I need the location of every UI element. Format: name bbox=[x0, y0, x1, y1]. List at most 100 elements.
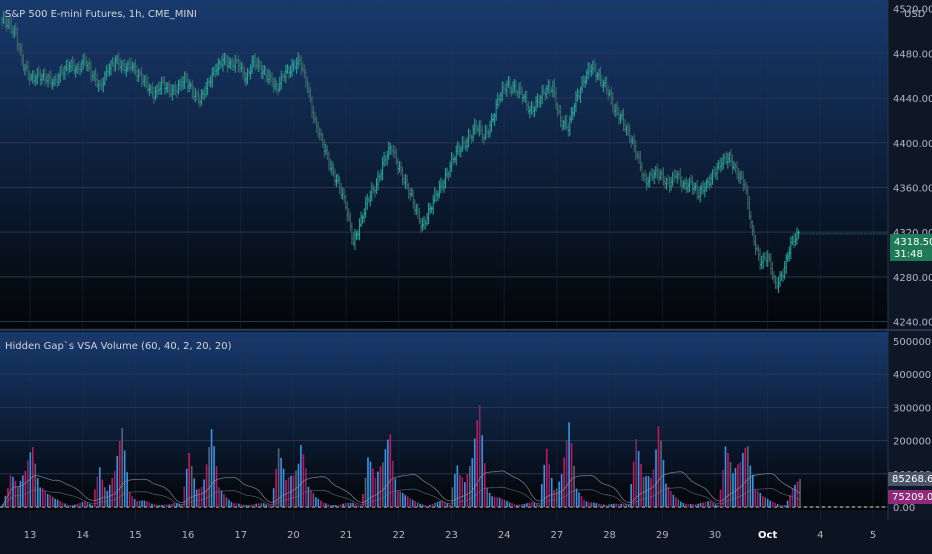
volume-bar bbox=[632, 461, 635, 507]
volume-bar bbox=[513, 504, 516, 507]
volume-bar bbox=[555, 488, 558, 507]
volume-bar bbox=[19, 480, 22, 507]
volume-bar bbox=[416, 502, 419, 507]
volume-bar bbox=[106, 490, 109, 507]
volume-bar bbox=[650, 477, 652, 507]
volume-bar bbox=[759, 492, 762, 507]
volume-bar bbox=[404, 495, 407, 507]
volume-value-tags: 85268.60 75209.00 bbox=[888, 472, 932, 504]
volume-bar bbox=[12, 476, 14, 507]
volume-bar bbox=[265, 504, 267, 507]
volume-bar bbox=[434, 502, 436, 507]
volume-bar bbox=[786, 500, 789, 507]
volume-bar bbox=[374, 477, 377, 507]
volume-bar bbox=[605, 505, 608, 507]
volume-bar bbox=[2, 504, 4, 507]
volume-bar bbox=[200, 486, 203, 507]
volume-bar bbox=[292, 475, 295, 507]
volume-indicator-title[interactable]: Hidden Gap`s VSA Volume (60, 40, 2, 20, … bbox=[5, 340, 232, 352]
volume-bar bbox=[766, 498, 769, 507]
volume-tag-upper: 85268.60 bbox=[892, 474, 932, 485]
volume-bar bbox=[744, 447, 747, 507]
volume-bar bbox=[230, 501, 233, 507]
volume-bar bbox=[349, 502, 352, 507]
volume-bar bbox=[128, 492, 131, 507]
volume-bar bbox=[640, 464, 642, 507]
volume-bar bbox=[49, 495, 51, 507]
volume-bar bbox=[694, 504, 697, 507]
price-tick-label: 4520.00 bbox=[893, 5, 932, 16]
volume-bar bbox=[354, 503, 357, 507]
volume-bar bbox=[540, 484, 543, 507]
volume-bar bbox=[784, 505, 786, 507]
volume-bar bbox=[327, 504, 330, 507]
volume-bar bbox=[545, 448, 548, 507]
volume-bar bbox=[27, 460, 29, 507]
volume-bar bbox=[419, 503, 421, 507]
currency-label[interactable]: USD bbox=[904, 9, 926, 20]
time-tick-label: 30 bbox=[709, 530, 722, 541]
volume-bar bbox=[297, 463, 300, 507]
volume-bar bbox=[406, 496, 409, 507]
volume-bar bbox=[367, 457, 369, 507]
volume-bar bbox=[153, 504, 156, 507]
time-axis-labels[interactable]: 13 14 15 16 17 20 21 22 23 24 27 28 29 30 Oct 4 5 bbox=[24, 530, 877, 541]
volume-bar bbox=[275, 468, 277, 507]
volume-bar bbox=[101, 479, 104, 507]
price-tick-label: 4400.00 bbox=[893, 139, 932, 150]
volume-bar bbox=[243, 504, 245, 507]
volume-bar bbox=[436, 501, 439, 507]
volume-bar bbox=[364, 477, 367, 507]
volume-bar bbox=[22, 475, 24, 507]
price-chart-title: S&P 500 E-mini Futures, 1h, CME_MINI bbox=[5, 9, 197, 20]
volume-bar bbox=[185, 468, 188, 507]
volume-bar bbox=[14, 480, 17, 507]
volume-bar bbox=[173, 502, 176, 507]
volume-bar bbox=[7, 488, 9, 507]
volume-bar bbox=[533, 502, 536, 507]
volume-bar bbox=[302, 454, 305, 507]
volume-bar bbox=[563, 457, 565, 507]
volume-bar bbox=[699, 503, 702, 507]
volume-bar bbox=[548, 463, 551, 507]
volume-bar bbox=[176, 503, 178, 507]
volume-bar bbox=[384, 449, 387, 507]
volume-bar bbox=[536, 503, 538, 507]
volume-bar bbox=[347, 502, 349, 507]
volume-bar bbox=[593, 502, 595, 507]
volume-bar bbox=[647, 476, 650, 507]
volume-bar bbox=[598, 503, 600, 507]
volume-bar bbox=[675, 497, 677, 507]
volume-bar bbox=[238, 503, 240, 507]
volume-bar bbox=[441, 500, 444, 507]
volume-bar bbox=[272, 488, 275, 507]
volume-bar bbox=[617, 503, 620, 507]
volume-bar bbox=[796, 481, 799, 507]
volume-average-lines bbox=[2, 470, 801, 506]
volume-bar bbox=[707, 501, 709, 507]
volume-bar bbox=[270, 505, 272, 507]
volume-bar bbox=[163, 504, 166, 507]
volume-bar bbox=[34, 463, 37, 507]
time-tick-label: 24 bbox=[498, 530, 511, 541]
volume-bar bbox=[91, 505, 94, 507]
volume-bar bbox=[739, 462, 742, 507]
volume-bar bbox=[712, 502, 714, 507]
volume-bar bbox=[439, 501, 441, 507]
price-tick-label: 4360.00 bbox=[893, 183, 932, 194]
volume-bar bbox=[89, 503, 91, 507]
volume-bar bbox=[377, 471, 379, 507]
volume-bar bbox=[337, 505, 339, 507]
volume-bar bbox=[752, 474, 754, 507]
volume-bar bbox=[315, 497, 317, 507]
volume-bar bbox=[389, 434, 392, 507]
volume-bar bbox=[220, 490, 223, 507]
volume-bar bbox=[143, 500, 146, 507]
volume-bar bbox=[488, 492, 491, 507]
volume-bar bbox=[29, 452, 32, 507]
volume-bar bbox=[401, 492, 404, 507]
volume-bar bbox=[178, 503, 181, 507]
volume-bar bbox=[223, 494, 225, 507]
volume-bar bbox=[342, 503, 344, 507]
